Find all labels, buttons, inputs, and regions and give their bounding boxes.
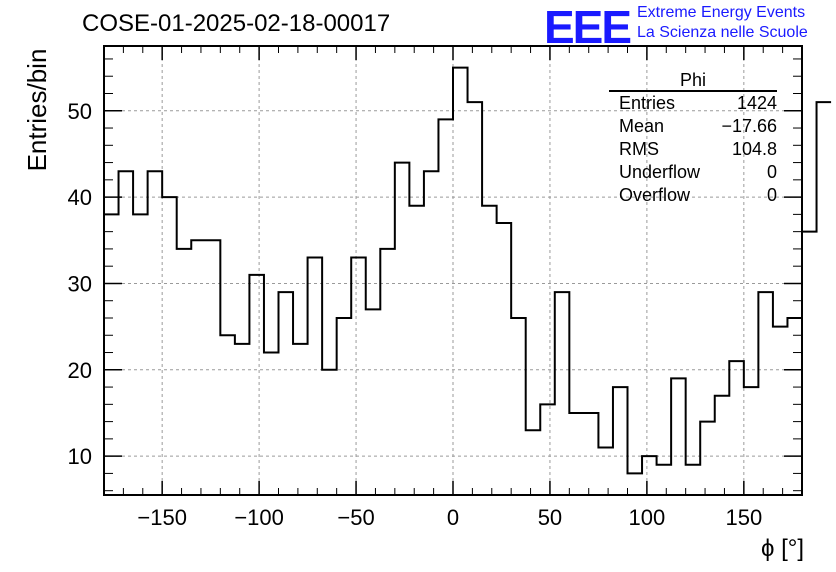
histogram-bin (657, 465, 672, 495)
histogram-bin (700, 422, 715, 495)
histogram-bin (337, 318, 352, 495)
histogram-bin (191, 240, 206, 495)
tick-labels: −150 −100 −50 0 50 100 150 10 20 30 40 50 (68, 99, 763, 530)
stats-value: 104.8 (731, 139, 777, 159)
x-tick-label: −50 (337, 505, 374, 530)
stats-value: 0 (766, 162, 777, 182)
stats-box: Phi Entries 1424 Mean −17.66 RMS 104.8 U… (609, 70, 777, 207)
histogram-bin (671, 378, 686, 495)
histogram-bin (584, 413, 599, 495)
histogram-bin (773, 327, 788, 495)
stats-value: −17.66 (721, 116, 777, 136)
histogram-bin (817, 102, 832, 495)
histogram-bin (628, 473, 643, 495)
histogram-bin (206, 240, 221, 495)
org-name: Extreme Energy Events La Scienza nelle S… (637, 3, 808, 43)
histogram-bin (177, 249, 192, 495)
histogram-bin (119, 171, 134, 495)
stats-title: Phi (609, 70, 777, 92)
histogram-bin (482, 206, 497, 495)
histogram-bin (715, 396, 730, 495)
stats-row-rms: RMS 104.8 (609, 138, 777, 161)
org-line-1: Extreme Energy Events (637, 4, 806, 21)
org-line-2: La Scienza nelle Scuole (637, 24, 808, 41)
histogram-bin (293, 344, 308, 495)
stats-row-entries: Entries 1424 (609, 92, 777, 115)
eee-logo: EEE (544, 1, 632, 53)
y-axis-label: Entries/bin (22, 48, 52, 172)
x-tick-label: −100 (234, 505, 284, 530)
x-tick-label: 150 (725, 505, 762, 530)
histogram-bin (598, 448, 613, 495)
histogram-bin (220, 335, 235, 495)
histogram-bin (133, 214, 148, 495)
histogram-bin (409, 206, 424, 495)
x-tick-label: −150 (137, 505, 187, 530)
histogram-bin (744, 387, 759, 495)
stats-label: Entries (619, 93, 676, 113)
histogram-bin (526, 430, 541, 495)
x-tick-label: 100 (629, 505, 666, 530)
stats-label: Overflow (619, 185, 691, 205)
stats-label: Mean (619, 116, 665, 136)
histogram-bin (104, 214, 119, 495)
histogram-series (104, 66, 832, 495)
histogram-bin (802, 232, 817, 495)
axis-ticks (103, 46, 803, 495)
histogram-outline (104, 66, 832, 475)
y-tick-label: 50 (68, 99, 92, 124)
histogram-bin (264, 353, 279, 495)
histogram-bin (424, 171, 439, 495)
histogram-bin (613, 387, 628, 495)
histogram-bin (148, 171, 163, 495)
histogram-bin (438, 119, 453, 495)
histogram-bin (468, 102, 483, 495)
histogram-bin (395, 163, 410, 495)
y-tick-label: 30 (68, 271, 92, 296)
y-tick-label: 40 (68, 185, 92, 210)
histogram-bin (686, 465, 701, 495)
histogram-bin (453, 68, 468, 495)
stats-row-underflow: Underflow 0 (609, 161, 777, 184)
x-tick-label: 50 (538, 505, 562, 530)
histogram-bin (497, 223, 512, 495)
stats-row-mean: Mean −17.66 (609, 115, 777, 138)
x-axis-label: ϕ [°] (760, 535, 804, 562)
histogram-bin (555, 292, 570, 495)
histogram-bin (758, 292, 773, 495)
histogram-bin (308, 258, 323, 495)
histogram-bin (569, 413, 584, 495)
histogram-bin (162, 197, 177, 495)
histogram-bin (366, 309, 381, 495)
stats-row-overflow: Overflow 0 (609, 184, 777, 207)
x-tick-label: 0 (447, 505, 459, 530)
y-tick-label: 10 (68, 444, 92, 469)
histogram-bin (787, 318, 802, 495)
histogram-bin (540, 404, 555, 495)
histogram-bin (511, 318, 526, 495)
histogram-bin (729, 361, 744, 495)
stats-value: 0 (766, 185, 777, 205)
chart-title: COSE-01-2025-02-18-00017 (82, 10, 391, 37)
histogram-bin (642, 456, 657, 495)
stats-value: 1424 (736, 93, 777, 113)
histogram-bin (351, 258, 366, 495)
histogram-bin (322, 370, 337, 495)
stats-label: RMS (619, 139, 659, 159)
histogram-bin (249, 275, 264, 495)
histogram-bin (279, 292, 294, 495)
histogram-bin (235, 344, 250, 495)
histogram-bin (380, 249, 395, 495)
y-tick-label: 20 (68, 358, 92, 383)
stats-label: Underflow (619, 162, 701, 182)
